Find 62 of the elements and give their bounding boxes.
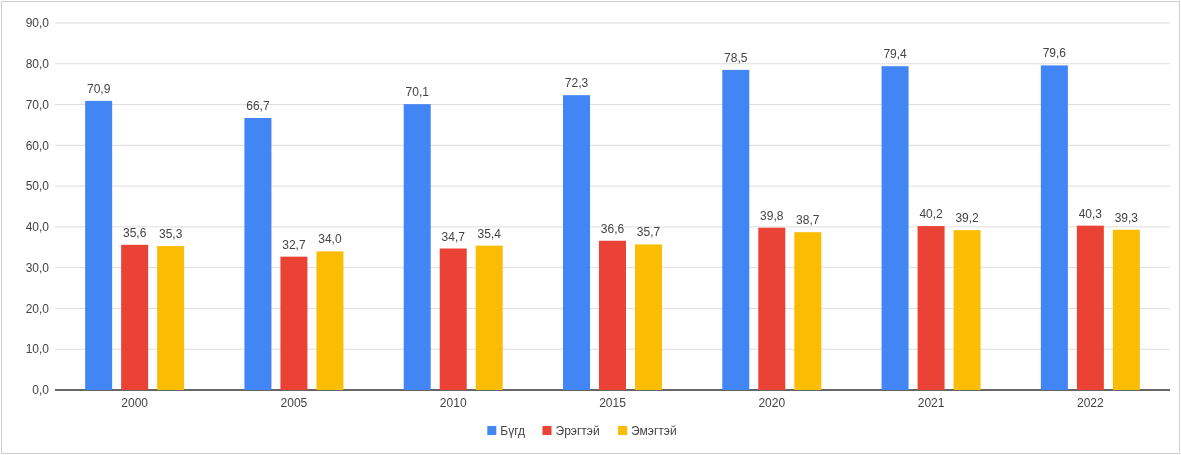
y-tick-label: 90,0 bbox=[25, 16, 50, 31]
y-tick-label: 10,0 bbox=[25, 342, 50, 357]
data-label: 79,6 bbox=[1042, 46, 1067, 61]
bar bbox=[439, 248, 467, 390]
bar bbox=[635, 244, 662, 390]
data-label: 35,6 bbox=[122, 225, 147, 240]
x-tick-label: 2010 bbox=[439, 396, 467, 410]
bar bbox=[563, 95, 590, 390]
data-label: 39,2 bbox=[955, 211, 980, 226]
bar bbox=[1040, 65, 1068, 390]
legend-label: Эрэгтэй bbox=[555, 424, 600, 438]
data-label: 79,4 bbox=[883, 47, 908, 62]
data-label: 78,5 bbox=[724, 50, 748, 65]
x-tick-label: 2021 bbox=[917, 396, 945, 410]
y-tick-label: 80,0 bbox=[25, 56, 50, 71]
data-label: 34,0 bbox=[318, 232, 342, 247]
bar bbox=[85, 100, 113, 390]
y-tick-label: 40,0 bbox=[25, 220, 50, 235]
y-tick-label: 70,0 bbox=[25, 97, 50, 112]
bar bbox=[403, 104, 431, 390]
bar bbox=[758, 227, 786, 390]
bar bbox=[599, 240, 626, 390]
bar bbox=[475, 245, 503, 390]
x-tick-label: 2000 bbox=[121, 396, 149, 410]
data-label: 40,3 bbox=[1078, 206, 1103, 221]
data-label: 70,9 bbox=[86, 81, 111, 96]
bar bbox=[121, 244, 149, 390]
x-tick-label: 2005 bbox=[280, 396, 308, 410]
data-label: 66,7 bbox=[246, 99, 270, 114]
x-tick-label: 2022 bbox=[1077, 396, 1105, 410]
data-label: 39,8 bbox=[760, 208, 784, 223]
y-tick-label: 30,0 bbox=[25, 260, 50, 275]
data-label: 40,2 bbox=[919, 207, 944, 222]
data-label: 35,3 bbox=[158, 227, 183, 242]
data-label: 34,7 bbox=[441, 229, 466, 244]
data-label: 70,1 bbox=[405, 85, 430, 100]
bar bbox=[953, 230, 981, 390]
legend-label: Бүгд bbox=[500, 424, 526, 438]
bar bbox=[794, 232, 822, 390]
data-label: 35,4 bbox=[477, 226, 502, 241]
y-tick-label: 0,0 bbox=[32, 383, 50, 398]
bar bbox=[280, 256, 308, 390]
data-label: 38,7 bbox=[796, 213, 820, 228]
legend-label: Эмэгтэй bbox=[631, 424, 677, 438]
y-tick-label: 20,0 bbox=[25, 301, 50, 316]
bar bbox=[722, 69, 750, 390]
bar bbox=[1076, 225, 1104, 390]
y-tick-label: 50,0 bbox=[25, 179, 50, 194]
x-tick-label: 2020 bbox=[758, 396, 786, 410]
x-tick-label: 2015 bbox=[599, 396, 627, 410]
data-label: 36,6 bbox=[600, 221, 625, 236]
data-label: 32,7 bbox=[282, 237, 306, 252]
bar bbox=[1112, 229, 1140, 390]
bar bbox=[881, 66, 909, 390]
y-tick-label: 60,0 bbox=[25, 138, 50, 153]
data-label: 72,3 bbox=[564, 76, 589, 91]
bar bbox=[157, 246, 185, 390]
data-label: 39,3 bbox=[1114, 210, 1139, 225]
data-label: 35,7 bbox=[636, 225, 661, 240]
bar bbox=[316, 251, 344, 390]
bar bbox=[917, 226, 945, 390]
bar bbox=[244, 118, 272, 390]
